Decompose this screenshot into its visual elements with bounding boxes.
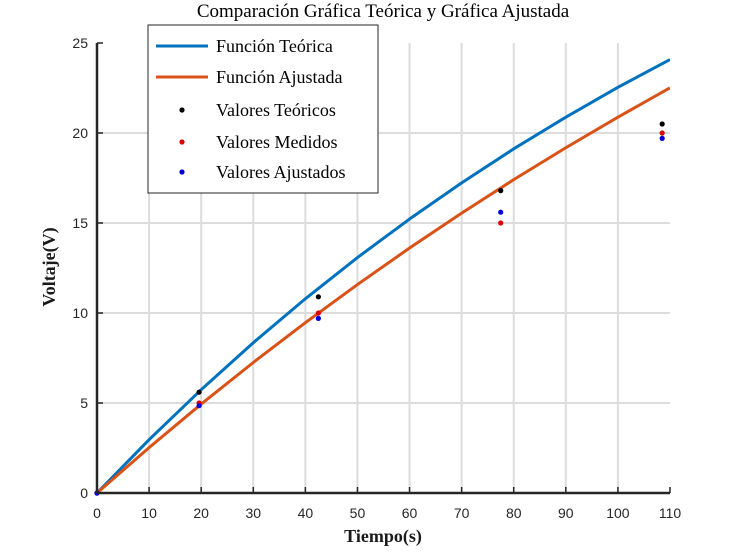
x-tick-label: 30: [245, 505, 261, 521]
x-tick-label: 70: [454, 505, 470, 521]
point-series-3: [315, 315, 321, 321]
y-tick-labels: 0 5 10 15 20 25: [72, 35, 88, 501]
y-tick-label: 15: [72, 215, 88, 231]
legend: Función Teórica Función Ajustada Valores T…: [147, 24, 379, 194]
x-tick-label: 0: [93, 505, 101, 521]
x-tick-label: 90: [558, 505, 574, 521]
y-tick-label: 10: [72, 305, 88, 321]
axes: [95, 42, 671, 495]
x-tick-label: 20: [193, 505, 209, 521]
point-series-2: [659, 130, 665, 136]
x-tick-label: 50: [350, 505, 366, 521]
x-tick-labels: 0 10 20 30 40 50 60 70 80 90 100 110: [93, 505, 681, 521]
legend-point-swatch: [179, 139, 185, 145]
curve-series-2: [97, 86, 670, 493]
legend-box: [147, 24, 379, 194]
curve-series-1: [97, 58, 670, 493]
x-tick-label: 10: [141, 505, 157, 521]
legend-label: Valores Medidos: [216, 132, 337, 152]
point-series-3: [659, 135, 665, 141]
grid: [97, 43, 670, 493]
legend-label: Función Ajustada: [216, 67, 343, 87]
legend-point-swatch: [179, 107, 185, 113]
legend-label: Valores Ajustados: [216, 162, 346, 182]
point-series-3: [498, 209, 504, 215]
x-tick-label: 40: [298, 505, 314, 521]
legend-label: Función Teórica: [216, 36, 333, 56]
y-tick-label: 0: [80, 485, 88, 501]
x-axis-label: Tiempo(s): [344, 526, 422, 547]
y-tick-label: 25: [72, 35, 88, 51]
y-tick-label: 5: [80, 395, 88, 411]
curves-layer: [97, 58, 670, 493]
legend-label: Valores Teóricos: [216, 100, 336, 120]
legend-point-swatch: [179, 169, 185, 175]
x-tick-label: 80: [506, 505, 522, 521]
x-tick-label: 100: [606, 505, 630, 521]
point-series-1: [659, 121, 665, 127]
chart-title: Comparación Gráfica Teórica y Gráfica Aj…: [197, 1, 570, 22]
point-series-2: [498, 220, 504, 226]
x-tick-label: 110: [659, 505, 682, 521]
y-axis-label: Voltaje(V): [39, 227, 60, 306]
point-series-3: [196, 403, 202, 409]
point-series-1: [196, 389, 202, 395]
point-series-2: [315, 310, 321, 316]
x-tick-label: 60: [402, 505, 418, 521]
y-tick-label: 20: [72, 125, 88, 141]
point-series-1: [498, 188, 504, 194]
point-series-1: [315, 294, 321, 300]
